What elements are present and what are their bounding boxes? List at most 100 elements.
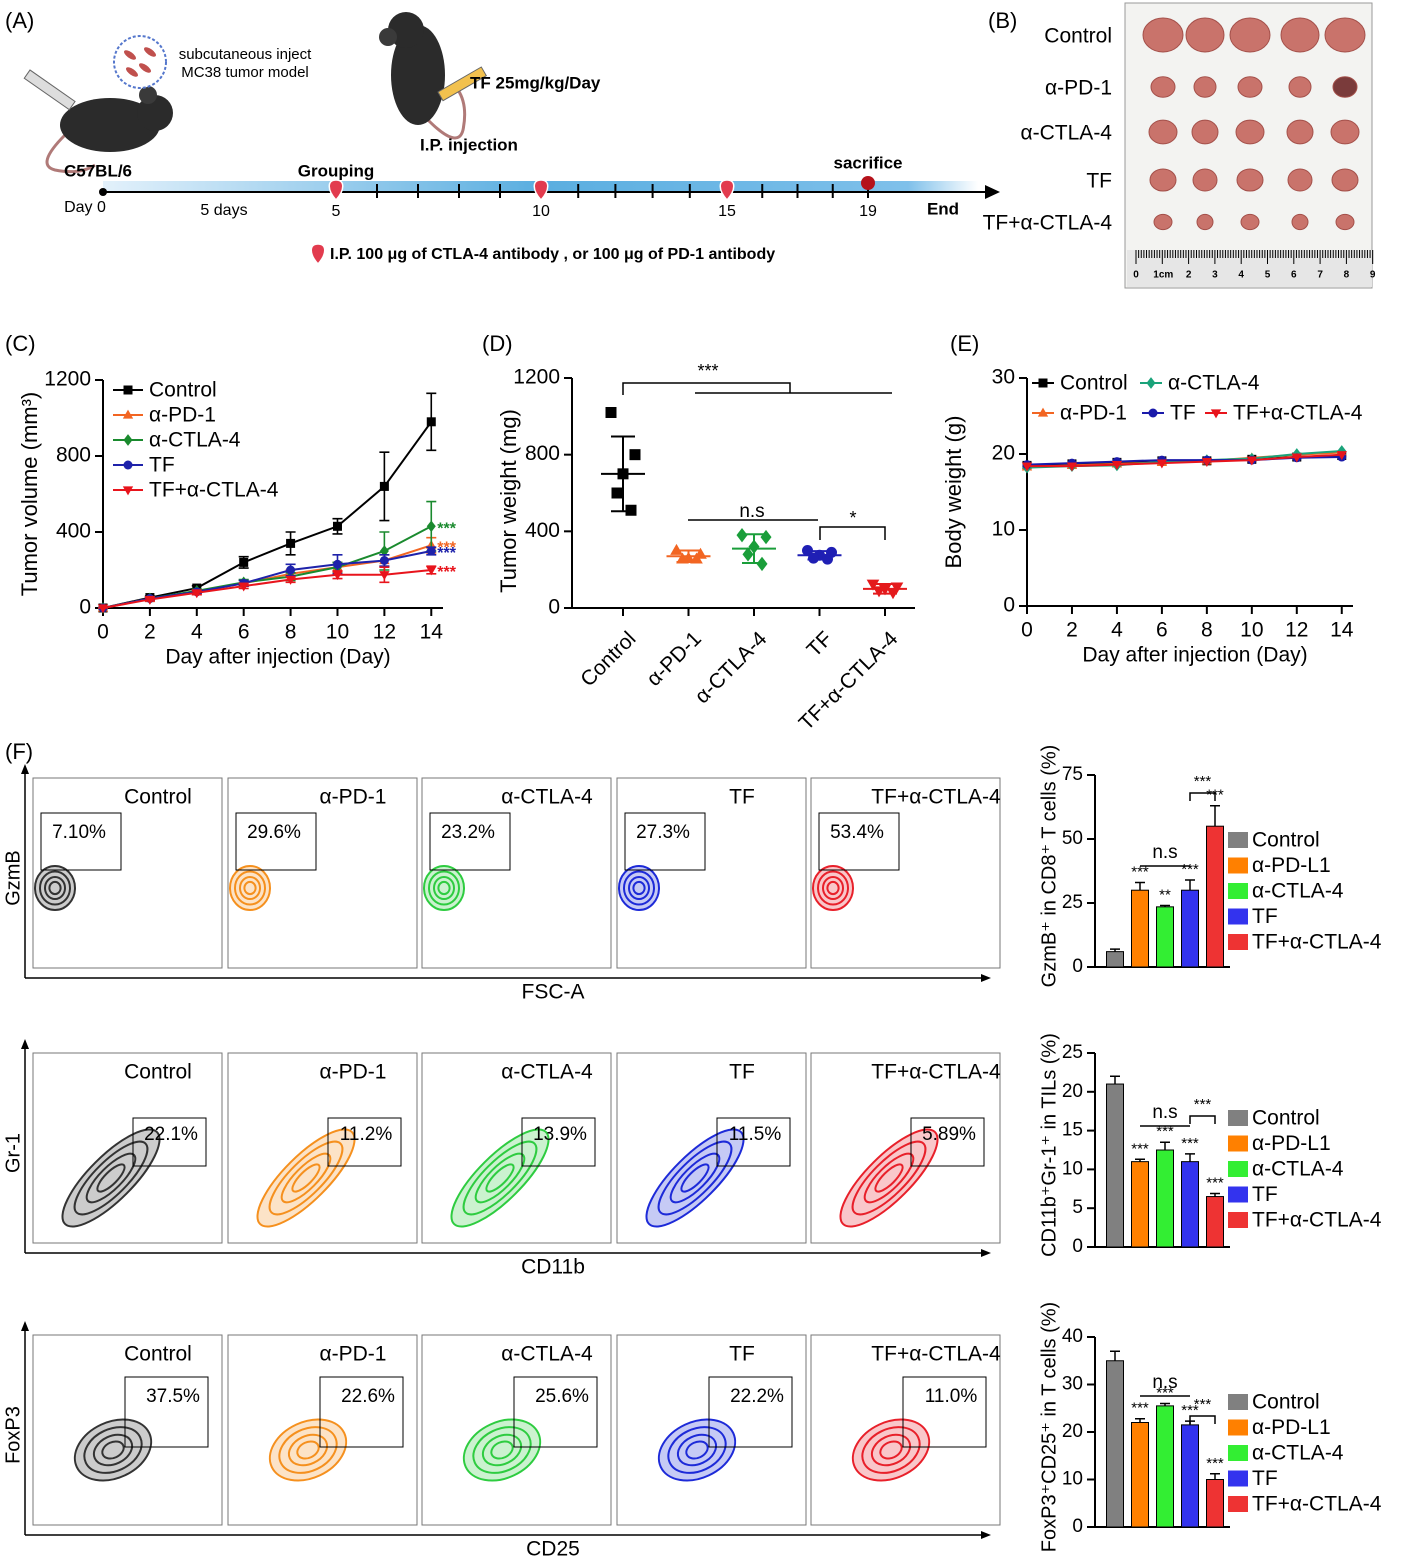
contour	[291, 1163, 321, 1193]
x-tick-label: 12	[373, 621, 396, 644]
cell-inset	[113, 35, 167, 89]
y-axis-label: GzmB	[2, 850, 24, 906]
bracket	[1189, 792, 1216, 801]
legend-marker	[123, 434, 133, 446]
gate-percent: 7.10%	[52, 822, 106, 843]
panel-label: (D)	[482, 331, 513, 356]
data-point	[379, 481, 389, 491]
y-tick-label: 40	[1062, 1326, 1083, 1347]
contour	[645, 1128, 745, 1228]
legend-label: TF	[1252, 1467, 1278, 1490]
significance: *	[849, 508, 856, 528]
tumor	[1150, 76, 1176, 98]
data-point	[285, 575, 296, 585]
bar	[1131, 1422, 1149, 1528]
mouse-head	[388, 12, 424, 48]
tumor-cell	[144, 47, 156, 57]
significance: n.s	[739, 501, 764, 522]
x-tick-label: 14	[1330, 619, 1354, 642]
contour	[879, 1440, 903, 1460]
data-point	[426, 566, 437, 576]
bar	[1131, 1161, 1149, 1248]
mouse-body	[391, 25, 445, 125]
legend-label: α-PD-1	[149, 404, 216, 427]
data-point	[611, 487, 623, 499]
flow-plot	[421, 777, 612, 969]
group-label: α-PD-1	[320, 786, 387, 809]
legend-marker	[123, 385, 133, 395]
data-point	[332, 521, 342, 531]
legend-label: Control	[1252, 1107, 1320, 1130]
ruler-label: 8	[1344, 270, 1350, 281]
group-label: TF+α-CTLA-4	[871, 1061, 1001, 1084]
group-label: Control	[1044, 25, 1112, 48]
error-bar	[1110, 948, 1120, 952]
panel-label: (F)	[5, 739, 33, 764]
data-point	[625, 504, 637, 516]
y-tick-label: 400	[56, 520, 91, 543]
tumor	[1185, 17, 1225, 53]
y-tick-label: 20	[1062, 1421, 1083, 1442]
gate	[327, 1117, 402, 1167]
data-point	[144, 595, 156, 605]
x-tick-label: 10	[326, 621, 349, 644]
data-point	[1336, 451, 1347, 461]
bar	[1206, 1196, 1224, 1248]
data-point	[379, 571, 390, 581]
contour	[628, 876, 650, 900]
timeline-arrow	[985, 185, 1000, 199]
axis-arrow	[981, 1249, 991, 1257]
error-bar	[1210, 804, 1220, 827]
y-tick-label: 10	[1062, 1158, 1083, 1179]
gate-percent: 11.2%	[340, 1124, 393, 1145]
contour	[278, 1426, 338, 1474]
y-axis-label: GzmB⁺ in CD8⁺ T cells (%)	[1038, 745, 1060, 988]
x-axis-label: Day after injection (Day)	[1082, 644, 1307, 667]
panel-label: (E)	[950, 331, 979, 356]
significance: ***	[437, 540, 456, 557]
contour	[44, 876, 66, 900]
contour	[268, 1140, 344, 1216]
tumor	[1324, 17, 1366, 53]
annotation: subcutaneous inject	[179, 46, 312, 63]
bracket	[622, 382, 892, 395]
error-bar	[1135, 881, 1145, 891]
tumor	[1153, 213, 1173, 231]
y-axis-label: Tumor weight (mg)	[496, 409, 521, 593]
contour	[234, 870, 266, 906]
contour	[239, 876, 261, 900]
data-point	[426, 417, 436, 427]
data-point	[760, 529, 772, 545]
x-tick-label: 2	[1066, 619, 1078, 642]
series-line	[102, 569, 432, 609]
panel-label: (A)	[5, 8, 34, 33]
series-line	[102, 421, 433, 609]
tumor	[1287, 168, 1313, 192]
significance: ***	[1181, 1135, 1199, 1152]
legend-swatch	[1228, 1470, 1248, 1487]
injection-pin	[719, 179, 735, 202]
data-point	[890, 582, 904, 594]
y-axis-label: Tumor volume (mm³)	[17, 392, 42, 597]
gate	[910, 1117, 985, 1167]
error-bar	[1160, 904, 1170, 907]
data-point	[866, 579, 880, 591]
flow-plot	[616, 1334, 807, 1526]
ruler-label: 9	[1370, 270, 1376, 281]
data-point	[239, 557, 249, 567]
y-tick-label: 10	[1062, 1469, 1083, 1490]
gate	[124, 1376, 209, 1448]
gate-percent: 25.6%	[535, 1386, 589, 1407]
gate-percent: 5.89%	[922, 1124, 976, 1145]
legend-swatch	[1228, 1110, 1248, 1126]
ruler-label: 3	[1212, 270, 1218, 281]
flow-plot	[227, 777, 418, 969]
syringe	[23, 69, 76, 111]
gate-percent: 23.2%	[441, 822, 495, 843]
tumor-cell	[126, 67, 138, 77]
ruler-label: 5	[1265, 270, 1271, 281]
data-point	[822, 553, 833, 565]
contour	[462, 1140, 538, 1216]
significance: ***	[1156, 1123, 1174, 1140]
significance: ***	[697, 361, 718, 381]
